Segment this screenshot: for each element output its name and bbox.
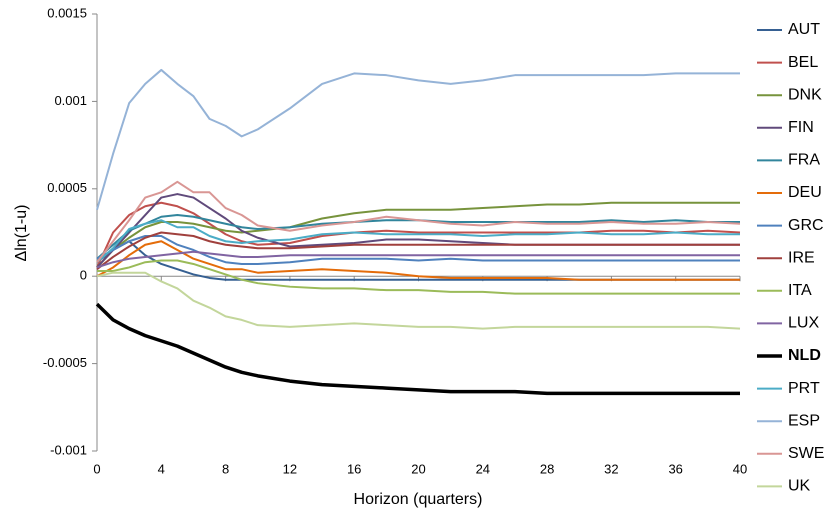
x-tick-label: 8: [222, 461, 229, 476]
x-tick-label: 0: [93, 461, 100, 476]
legend-label: ESP: [788, 412, 820, 429]
y-tick-label: 0.0015: [47, 5, 87, 20]
legend-label: GRC: [788, 217, 824, 234]
x-tick-label: 12: [283, 461, 297, 476]
legend-label: AUT: [788, 21, 820, 38]
series-line: [97, 259, 740, 295]
x-axis-label: Horizon (quarters): [354, 491, 483, 508]
x-tick-label: 4: [158, 461, 165, 476]
x-tick-label: 32: [604, 461, 618, 476]
y-tick-label: 0.001: [54, 93, 87, 108]
legend-label: NLD: [788, 347, 821, 364]
legend-label: FRA: [788, 152, 820, 169]
x-tick-label: 36: [668, 461, 682, 476]
x-tick-label: 20: [411, 461, 425, 476]
y-tick-label: 0: [80, 268, 87, 283]
legend-label: UK: [788, 478, 811, 495]
x-tick-label: 40: [733, 461, 747, 476]
y-tick-label: 0.0005: [47, 180, 87, 195]
series-line: [96, 234, 740, 265]
series-line: [96, 240, 740, 281]
legend-label: FIN: [788, 119, 814, 136]
legend-label: LUX: [788, 315, 819, 332]
y-axis-label: Δln(1-u): [13, 205, 30, 262]
legend-label: PRT: [788, 380, 820, 397]
legend-label: ITA: [788, 282, 812, 299]
x-tick-label: 28: [540, 461, 554, 476]
x-tick-label: 24: [476, 461, 490, 476]
x-tick-label: 16: [347, 461, 361, 476]
legend-label: IRE: [788, 249, 815, 266]
series-line: [96, 68, 740, 211]
series-line: [95, 302, 740, 396]
legend-label: DNK: [788, 86, 822, 103]
series-line: [96, 250, 740, 269]
series-line: [96, 180, 741, 263]
y-tick-label: -0.0005: [43, 355, 87, 370]
legend-label: DEU: [788, 184, 822, 201]
series-line: [96, 231, 740, 271]
legend-label: SWE: [788, 445, 824, 462]
series-line: [96, 271, 741, 330]
y-tick-label: -0.001: [50, 442, 87, 457]
series-line: [96, 219, 740, 263]
legend-label: BEL: [788, 54, 818, 71]
